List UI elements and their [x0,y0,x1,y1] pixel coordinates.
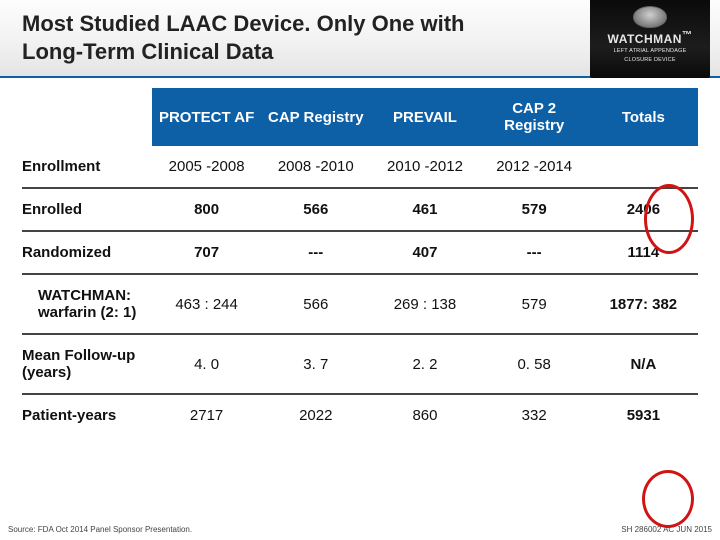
cell: 800 [152,188,261,231]
col-cap2-registry: CAP 2 Registry [480,88,589,146]
table-row: Randomized707---407---1114 [22,231,698,274]
cell: 2008 -2010 [261,146,370,188]
brand-tm: ™ [682,30,693,41]
cell: 461 [370,188,479,231]
cell: 707 [152,231,261,274]
cell: 2717 [152,394,261,436]
col-prevail: PREVAIL [370,88,479,146]
table-row: Patient-years271720228603325931 [22,394,698,436]
col-protect-af: PROTECT AF [152,88,261,146]
brand-logo: WATCHMAN™ LEFT ATRIAL APPENDAGE CLOSURE … [590,0,710,78]
cell: 269 : 138 [370,274,479,334]
cell: 860 [370,394,479,436]
cell: 2406 [589,188,698,231]
table-header-row: PROTECT AF CAP Registry PREVAIL CAP 2 Re… [22,88,698,146]
header-blank [22,88,152,146]
table-row: Mean Follow-up (years)4. 03. 72. 20. 58N… [22,334,698,394]
cell: 1877: 382 [589,274,698,334]
col-cap-registry: CAP Registry [261,88,370,146]
row-label: WATCHMAN: warfarin (2: 1) [22,274,152,334]
cell: N/A [589,334,698,394]
cell: 579 [480,274,589,334]
cell: 407 [370,231,479,274]
cell: 579 [480,188,589,231]
brand-name: WATCHMAN™ [590,30,710,46]
cell: --- [261,231,370,274]
brand-sub2: CLOSURE DEVICE [590,57,710,64]
device-icon [633,6,667,28]
footer-refcode: SH 286002 AC JUN 2015 [621,525,712,534]
cell: 4. 0 [152,334,261,394]
table-row: Enrolled8005664615792406 [22,188,698,231]
table-container: PROTECT AF CAP Registry PREVAIL CAP 2 Re… [0,78,720,436]
brand-name-text: WATCHMAN [608,32,682,46]
footer-source: Source: FDA Oct 2014 Panel Sponsor Prese… [8,525,192,534]
clinical-data-table: PROTECT AF CAP Registry PREVAIL CAP 2 Re… [22,88,698,436]
cell: 332 [480,394,589,436]
brand-sub1: LEFT ATRIAL APPENDAGE [590,48,710,55]
cell: 566 [261,274,370,334]
cell: 2005 -2008 [152,146,261,188]
table-row: WATCHMAN: warfarin (2: 1)463 : 244566269… [22,274,698,334]
highlight-circle [642,470,694,528]
row-label: Patient-years [22,394,152,436]
cell: 2010 -2012 [370,146,479,188]
cell: 463 : 244 [152,274,261,334]
cell: 5931 [589,394,698,436]
cell: 2022 [261,394,370,436]
page-title: Most Studied LAAC Device. Only One with … [22,10,502,65]
cell: 566 [261,188,370,231]
row-label: Enrolled [22,188,152,231]
row-label: Enrollment [22,146,152,188]
cell [589,146,698,188]
table-row: Enrollment2005 -20082008 -20102010 -2012… [22,146,698,188]
cell: 2. 2 [370,334,479,394]
col-totals: Totals [589,88,698,146]
row-label: Mean Follow-up (years) [22,334,152,394]
cell: 0. 58 [480,334,589,394]
header-bar: Most Studied LAAC Device. Only One with … [0,0,720,78]
row-label: Randomized [22,231,152,274]
cell: 3. 7 [261,334,370,394]
cell: --- [480,231,589,274]
cell: 1114 [589,231,698,274]
cell: 2012 -2014 [480,146,589,188]
